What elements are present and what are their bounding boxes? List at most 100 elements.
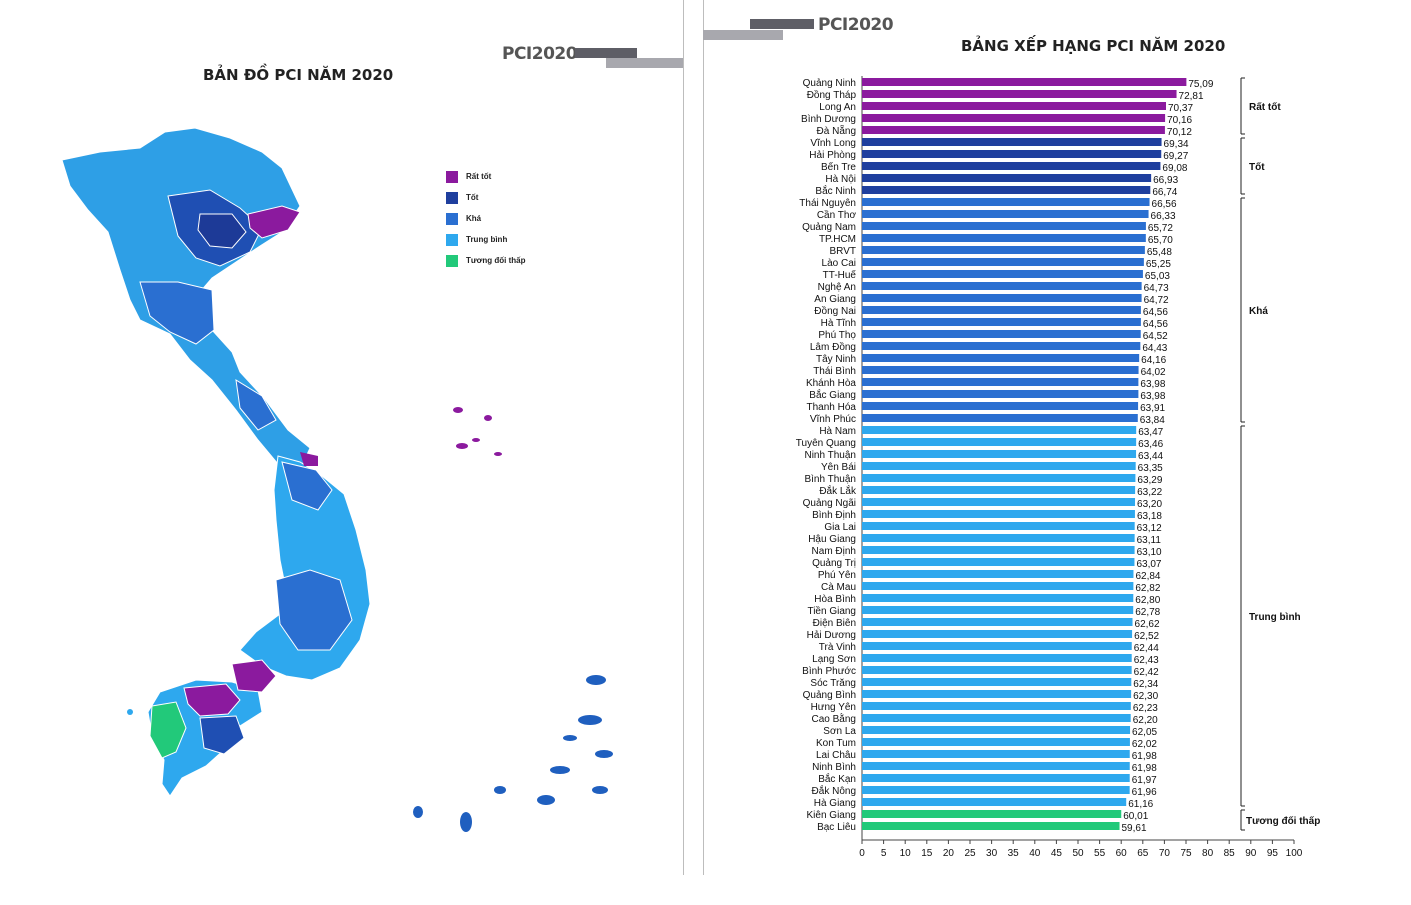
bar [862, 666, 1132, 674]
category-label: Khánh Hòa [806, 378, 856, 389]
bar [862, 402, 1139, 410]
bar [862, 498, 1136, 506]
value-label: 61,96 [1132, 787, 1157, 798]
category-label: Long An [819, 102, 856, 113]
category-label: Nghệ An [818, 282, 856, 293]
value-label: 70,16 [1167, 115, 1192, 126]
legend-item-tuong-doi-thap: Tương đối thấp [446, 250, 525, 271]
legend-swatch [446, 191, 458, 204]
value-label: 63,11 [1137, 535, 1162, 546]
x-tick-label: 70 [1159, 848, 1171, 859]
value-label: 61,97 [1132, 775, 1157, 786]
category-label: Đồng Nai [814, 305, 856, 317]
category-label: Đồng Tháp [807, 89, 857, 101]
value-label: 63,20 [1137, 499, 1162, 510]
category-label: Hòa Bình [814, 594, 856, 605]
bar [862, 186, 1151, 194]
right-brand-bar-light [703, 30, 783, 40]
bar [862, 174, 1152, 182]
value-label: 62,05 [1132, 727, 1157, 738]
map-title: BẢN ĐỒ PCI NĂM 2020 [203, 66, 394, 84]
bar [862, 150, 1162, 158]
bar [862, 246, 1145, 254]
bar [862, 330, 1141, 338]
value-label: 75,09 [1188, 79, 1213, 90]
legend-label: Rất tốt [466, 172, 492, 181]
category-label: Bắc Ninh [815, 184, 856, 197]
category-label: Yên Bái [821, 462, 856, 473]
x-tick-label: 80 [1202, 848, 1214, 859]
bar [862, 762, 1130, 770]
category-label: Bến Tre [821, 161, 856, 173]
category-label: Ninh Bình [812, 762, 856, 773]
category-label: Hà Nam [819, 426, 856, 437]
value-label: 63,35 [1138, 463, 1163, 474]
value-label: 62,23 [1133, 703, 1158, 714]
value-label: 69,27 [1163, 151, 1188, 162]
value-label: 66,56 [1152, 199, 1177, 210]
category-label: Tuyên Quang [796, 438, 856, 449]
category-label: Thanh Hóa [807, 402, 857, 413]
x-tick-label: 40 [1029, 848, 1041, 859]
value-label: 59,61 [1122, 823, 1147, 834]
category-label: Bình Dương [801, 114, 856, 125]
value-label: 62,80 [1135, 595, 1160, 606]
category-label: Vĩnh Phúc [810, 414, 856, 425]
category-label: Hà Tĩnh [821, 318, 856, 329]
legend-swatch [446, 170, 458, 183]
category-label: Hậu Giang [808, 534, 856, 545]
value-label: 63,46 [1138, 439, 1163, 450]
x-tick-label: 35 [1008, 848, 1020, 859]
group-label: Rất tốt [1249, 101, 1281, 113]
value-label: 63,29 [1137, 475, 1162, 486]
legend-swatch [446, 212, 458, 225]
legend-item-trung-binh: Trung bình [446, 229, 525, 250]
value-label: 62,20 [1133, 715, 1158, 726]
bar [862, 534, 1135, 542]
group-label: Khá [1249, 306, 1268, 317]
bar [862, 354, 1140, 362]
value-label: 63,12 [1137, 523, 1162, 534]
x-tick-label: 55 [1094, 848, 1106, 859]
category-label: Hưng Yên [811, 702, 856, 713]
legend-label: Tốt [466, 193, 479, 202]
value-label: 72,81 [1179, 91, 1204, 102]
bar [862, 738, 1130, 746]
group-label: Tương đối thấp [1246, 815, 1320, 827]
bar [862, 390, 1139, 398]
category-label: TP.HCM [819, 234, 856, 245]
value-label: 62,78 [1135, 607, 1160, 618]
category-label: Cần Thơ [817, 209, 857, 221]
legend-swatch [446, 254, 458, 267]
value-label: 70,12 [1167, 127, 1192, 138]
map-south-region [147, 659, 277, 797]
right-brand-bar-dark [750, 19, 814, 29]
x-tick-label: 30 [986, 848, 998, 859]
category-label: Hải Phòng [809, 150, 856, 161]
bar [862, 570, 1134, 578]
bar [862, 582, 1134, 590]
value-label: 69,08 [1162, 163, 1187, 174]
category-label: Gia Lai [824, 522, 856, 533]
value-label: 64,43 [1142, 343, 1167, 354]
value-label: 66,74 [1152, 187, 1177, 198]
x-tick-label: 90 [1245, 848, 1257, 859]
value-label: 65,03 [1145, 271, 1170, 282]
map-legend: Rất tốt Tốt Khá Trung bình Tương đối thấ… [446, 166, 525, 271]
x-tick-label: 100 [1286, 848, 1303, 859]
vietnam-pci-map [61, 127, 613, 832]
bar [862, 786, 1130, 794]
value-label: 60,01 [1123, 811, 1148, 822]
category-label: Quảng Trị [812, 558, 856, 569]
bar [862, 426, 1137, 434]
bar [862, 822, 1120, 830]
left-brand-logo: PCI2020 [502, 44, 578, 64]
category-label: Thái Nguyên [799, 198, 856, 209]
x-tick-label: 5 [881, 848, 887, 859]
category-label: Bạc Liêu [817, 822, 856, 833]
category-label: Đà Nẵng [817, 124, 856, 137]
bar [862, 450, 1137, 458]
bar [862, 210, 1149, 218]
value-label: 62,62 [1135, 619, 1160, 630]
category-label: Điện Biên [813, 618, 856, 629]
